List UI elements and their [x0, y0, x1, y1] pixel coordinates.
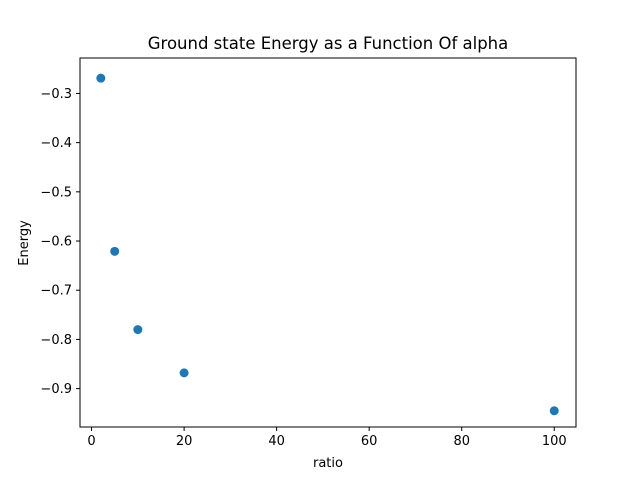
- points-layer: [96, 73, 559, 416]
- y-tick-label: −0.5: [40, 185, 72, 200]
- data-point: [96, 73, 106, 83]
- y-tick-label: −0.4: [40, 136, 72, 151]
- data-point: [549, 406, 559, 416]
- y-tick-label: −0.8: [40, 333, 72, 348]
- y-tick-label: −0.6: [40, 235, 72, 250]
- chart-title: Ground state Energy as a Function Of alp…: [148, 34, 509, 53]
- data-point: [133, 325, 143, 335]
- data-point: [110, 246, 120, 256]
- axes-frame: [79, 57, 577, 428]
- y-axis-label: Energy: [17, 220, 32, 266]
- x-tick-label: 20: [176, 434, 193, 449]
- x-tick-label: 100: [542, 434, 567, 449]
- y-tick-label: −0.3: [40, 87, 72, 102]
- x-tick-label: 80: [453, 434, 470, 449]
- y-tick-label: −0.9: [40, 382, 72, 397]
- y-tick-label: −0.7: [40, 284, 72, 299]
- x-tick-label: 60: [361, 434, 378, 449]
- tick-layer: 0 20 40 60 80 100 −0.9 −0.8 −0.7 −0.6 −0.5 −0.4 −0.3: [40, 87, 566, 449]
- data-point: [179, 368, 189, 378]
- x-tick-label: 40: [268, 434, 285, 449]
- x-tick-label: 0: [87, 434, 95, 449]
- x-axis-label: ratio: [313, 456, 343, 471]
